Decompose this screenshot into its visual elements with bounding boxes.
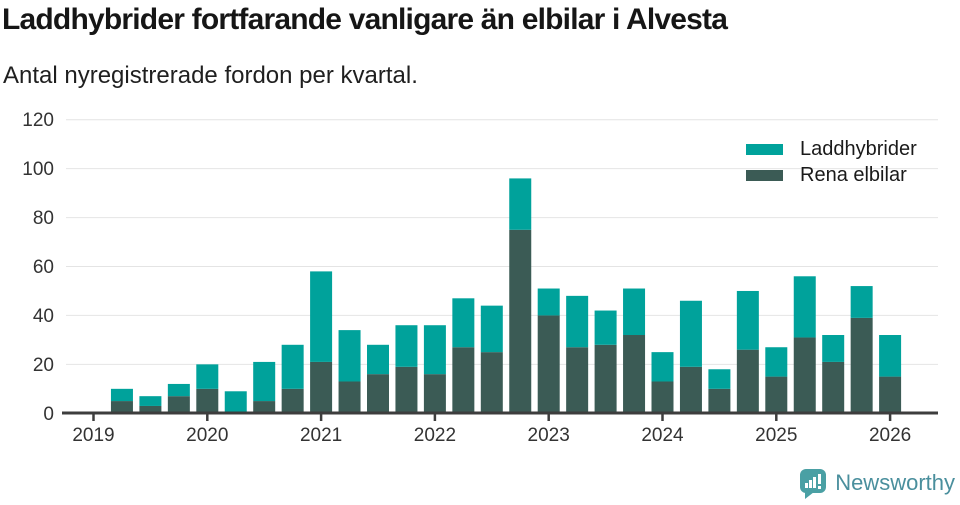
x-tick-label: 2021: [300, 425, 342, 446]
chart-subtitle: Antal nyregistrerade fordon per kvartal.: [3, 62, 418, 89]
bar-segment-laddhybrider: [367, 344, 389, 375]
bar-segment-rena-elbilar: [850, 317, 873, 414]
legend-swatch-rena-elbilar: [746, 169, 783, 181]
bar-segment-laddhybrider: [537, 288, 560, 316]
bar-segment-laddhybrider: [879, 335, 902, 377]
bar-segment-rena-elbilar: [651, 381, 674, 414]
bar-segment-laddhybrider: [566, 295, 589, 348]
y-tick-label: 40: [33, 306, 54, 327]
bar-segment-laddhybrider: [395, 325, 418, 367]
bar-segment-rena-elbilar: [480, 352, 503, 414]
bar-segment-laddhybrider: [452, 298, 475, 348]
bar-segment-rena-elbilar: [167, 396, 190, 414]
bar-segment-rena-elbilar: [793, 337, 816, 414]
y-tick-label: 100: [22, 159, 54, 180]
bar-segment-laddhybrider: [509, 178, 532, 230]
bar-segment-rena-elbilar: [736, 349, 759, 414]
bar-segment-rena-elbilar: [879, 376, 902, 414]
bar-segment-rena-elbilar: [367, 374, 389, 414]
legend-label-laddhybrider: Laddhybrider: [800, 138, 917, 160]
y-tick-label: 120: [22, 110, 54, 131]
bar-segment-laddhybrider: [224, 391, 247, 414]
bar-segment-laddhybrider: [338, 330, 361, 382]
bar-segment-rena-elbilar: [537, 315, 560, 414]
bar-segment-laddhybrider: [594, 310, 617, 345]
bar-segment-rena-elbilar: [594, 344, 617, 414]
bar-segment-rena-elbilar: [423, 374, 446, 414]
x-tick-label: 2023: [528, 425, 570, 446]
bar-segment-rena-elbilar: [708, 388, 731, 414]
bar-segment-rena-elbilar: [623, 335, 646, 414]
bar-segment-rena-elbilar: [310, 361, 333, 414]
bar-segment-laddhybrider: [480, 305, 503, 353]
bar-segment-rena-elbilar: [566, 347, 589, 414]
bar-segment-rena-elbilar: [338, 381, 361, 414]
bar-segment-laddhybrider: [651, 352, 674, 382]
bar-segment-rena-elbilar: [395, 366, 418, 414]
legend-label-rena-elbilar: Rena elbilar: [800, 164, 907, 186]
bar-segment-laddhybrider: [623, 288, 646, 336]
y-tick-label: 60: [33, 257, 54, 278]
bar-segment-rena-elbilar: [765, 376, 788, 414]
x-tick-label: 2025: [755, 425, 797, 446]
bar-segment-laddhybrider: [310, 271, 333, 362]
bar-segment-laddhybrider: [708, 369, 731, 389]
y-tick-label: 0: [43, 404, 54, 425]
legend-swatch-laddhybrider: [746, 143, 783, 155]
chart-legend: Laddhybrider Rena elbilar: [746, 136, 917, 188]
chart-title: Laddhybrider fortfarande vanligare än el…: [2, 3, 728, 36]
legend-item-rena-elbilar: Rena elbilar: [746, 162, 917, 188]
bar-segment-rena-elbilar: [110, 401, 133, 414]
bar-segment-laddhybrider: [167, 383, 190, 397]
bar-segment-rena-elbilar: [679, 366, 702, 414]
y-tick-label: 20: [33, 355, 54, 376]
bar-segment-laddhybrider: [850, 286, 873, 318]
bar-segment-rena-elbilar: [196, 388, 219, 414]
brand-name: Newsworthy: [835, 470, 955, 495]
x-tick-label: 2022: [414, 425, 456, 446]
bar-segment-rena-elbilar: [253, 401, 276, 414]
bar-segment-rena-elbilar: [281, 388, 304, 414]
x-tick-label: 2019: [72, 425, 114, 446]
bar-segment-laddhybrider: [110, 388, 133, 402]
bar-segment-laddhybrider: [281, 344, 304, 389]
bar-segment-rena-elbilar: [509, 229, 532, 414]
bar-segment-laddhybrider: [679, 300, 702, 367]
bar-segment-laddhybrider: [423, 325, 446, 375]
bar-segment-laddhybrider: [253, 361, 276, 402]
bar-segment-laddhybrider: [736, 290, 759, 350]
newsworthy-logo-icon: [800, 469, 827, 499]
bar-segment-laddhybrider: [765, 347, 788, 377]
bar-segment-rena-elbilar: [139, 405, 162, 414]
bar-segment-laddhybrider: [793, 276, 816, 338]
x-tick-label: 2020: [186, 425, 228, 446]
bar-segment-laddhybrider: [822, 335, 845, 362]
legend-item-laddhybrider: Laddhybrider: [746, 136, 917, 162]
x-tick-label: 2026: [869, 425, 911, 446]
bar-segment-laddhybrider: [196, 364, 219, 389]
bar-segment-laddhybrider: [139, 396, 162, 406]
brand-footer: Newsworthy: [799, 468, 955, 500]
bar-segment-rena-elbilar: [452, 347, 475, 414]
y-tick-label: 80: [33, 208, 54, 229]
x-tick-label: 2024: [641, 425, 684, 446]
bar-segment-rena-elbilar: [822, 361, 845, 414]
